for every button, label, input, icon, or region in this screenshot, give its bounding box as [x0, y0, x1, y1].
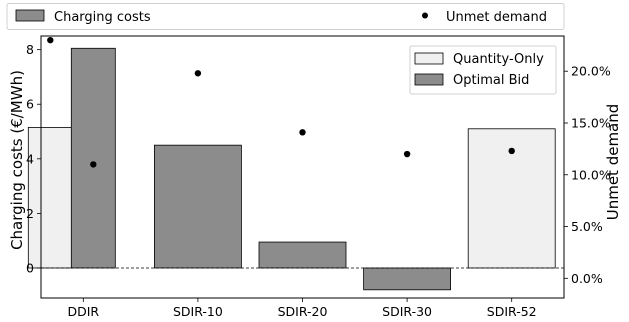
- bar-optimal-bid-ddir: [70, 47, 116, 269]
- right-axis-ticks: 0.0% 5.0% 10.0% 15.0% 20.0%: [564, 64, 611, 286]
- y2-tick-label-0.0%: 0.0%: [571, 271, 603, 286]
- x-axis-ticks: DDIR SDIR-10 SDIR-20 SDIR-30 SDIR-52: [67, 298, 537, 319]
- y2-axis-label: Unmet demand: [604, 104, 622, 221]
- unmet-dot-ddir: [90, 161, 97, 168]
- y-tick-label-0: 0: [26, 260, 34, 275]
- inner-legend-quantity-swatch: [414, 52, 444, 65]
- bar-quantity-only-ddir: [27, 127, 73, 269]
- bar-optimal-bid-sdir-30: [363, 267, 452, 291]
- x-tick-label-sdir-20: SDIR-20: [278, 304, 328, 319]
- y-tick-label-2: 2: [26, 206, 34, 221]
- inner-legend-optimal-bid: Optimal Bid: [453, 73, 529, 88]
- y-tick-label-4: 4: [26, 151, 34, 166]
- y2-tick-label-5.0%: 5.0%: [571, 219, 603, 234]
- outer-legend-bar-swatch: [15, 9, 45, 22]
- dots-layer: [47, 36, 515, 168]
- unmet-dot-sdir-30: [403, 150, 411, 158]
- outer-legend-unmet-demand: Unmet demand: [446, 10, 547, 25]
- inner-legend-quantity-only: Quantity-Only: [453, 52, 544, 67]
- unmet-dot-sdir-10: [194, 70, 202, 77]
- bar-optimal-bid-sdir-10: [153, 144, 242, 269]
- outer-legend: Charging costs Unmet demand: [6, 3, 565, 30]
- inner-legend-frame: [409, 45, 557, 95]
- outer-legend-frame: [6, 3, 565, 30]
- inner-legend-optimal-swatch: [414, 73, 444, 86]
- y2-tick-label-20.0%: 20.0%: [571, 64, 611, 79]
- inner-legend: Quantity-Only Optimal Bid: [409, 45, 557, 95]
- y2-tick-label-15.0%: 15.0%: [571, 115, 611, 130]
- bar-optimal-bid-sdir-20: [258, 241, 347, 269]
- y-tick-label-8: 8: [26, 42, 34, 57]
- x-tick-label-ddir: DDIR: [67, 304, 99, 319]
- unmet-dot-sdir-52: [508, 147, 515, 155]
- unmet-dot-ddir: [47, 36, 54, 44]
- x-tick-label-sdir-10: SDIR-10: [173, 304, 223, 319]
- x-tick-label-sdir-30: SDIR-30: [382, 304, 432, 319]
- y-axis-label: Charging costs (€/MWh): [8, 70, 26, 250]
- outer-legend-dot-swatch: [422, 12, 428, 19]
- x-tick-label-sdir-52: SDIR-52: [487, 304, 537, 319]
- outer-legend-charging-costs: Charging costs: [54, 10, 151, 25]
- y-tick-label-6: 6: [26, 97, 34, 112]
- y2-tick-label-10.0%: 10.0%: [571, 167, 611, 182]
- unmet-dot-sdir-20: [299, 129, 306, 136]
- left-axis-ticks: 0 2 4 6 8: [26, 42, 41, 275]
